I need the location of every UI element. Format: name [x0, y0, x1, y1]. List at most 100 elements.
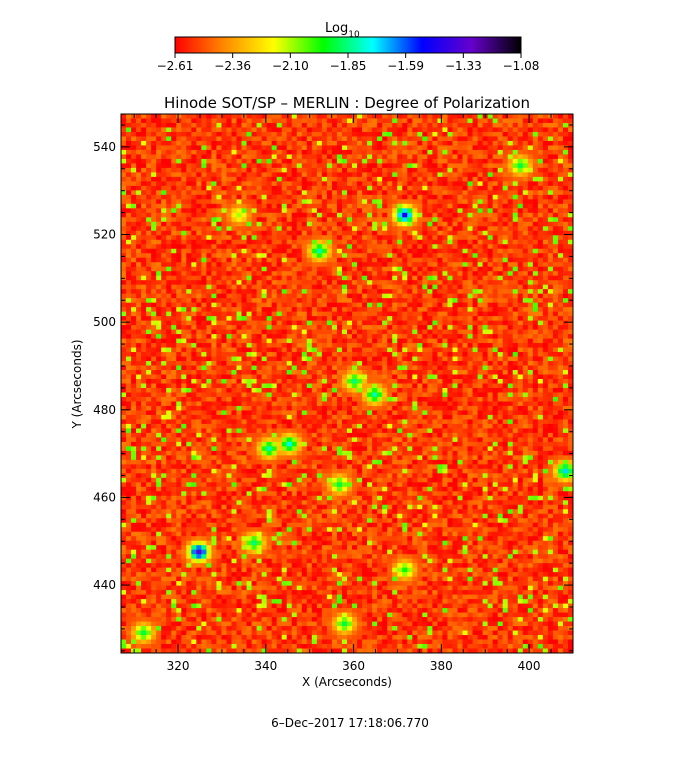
heatmap-cell: [437, 235, 443, 241]
heatmap-cell: [357, 338, 363, 344]
heatmap-cell: [186, 244, 192, 250]
heatmap-cell: [452, 329, 458, 335]
heatmap-cell: [517, 244, 524, 250]
heatmap-cell: [492, 118, 499, 124]
heatmap-cell: [557, 154, 564, 160]
heatmap-cell: [121, 347, 127, 353]
heatmap-cell: [221, 298, 227, 304]
heatmap-cell: [472, 239, 479, 245]
heatmap-cell: [266, 114, 273, 119]
heatmap-cell: [221, 235, 227, 241]
heatmap-cell: [261, 257, 268, 263]
heatmap-cell: [347, 262, 353, 268]
heatmap-cell: [131, 325, 137, 331]
heatmap-cell: [201, 289, 207, 295]
heatmap-cell: [146, 302, 152, 308]
heatmap-cell: [487, 199, 494, 205]
heatmap-cell: [542, 226, 549, 232]
heatmap-cell: [442, 131, 448, 137]
heatmap-cell: [462, 352, 469, 358]
heatmap-cell: [341, 176, 348, 182]
heatmap-cell: [191, 293, 197, 299]
heatmap-cell: [437, 253, 443, 259]
heatmap-cell: [502, 118, 509, 124]
heatmap-cell: [251, 280, 258, 286]
heatmap-cell: [336, 320, 343, 326]
heatmap-cell: [502, 334, 509, 340]
heatmap-cell: [512, 190, 519, 196]
heatmap-cell: [311, 343, 318, 349]
heatmap-cell: [146, 163, 152, 169]
heatmap-cell: [542, 257, 549, 263]
heatmap-cell: [156, 181, 162, 187]
heatmap-cell: [462, 145, 469, 151]
heatmap-cell: [256, 131, 263, 137]
heatmap-cell: [151, 248, 157, 254]
heatmap-cell: [392, 334, 398, 340]
heatmap-cell: [306, 136, 313, 142]
heatmap-cell: [412, 208, 418, 214]
heatmap-cell: [402, 289, 408, 295]
heatmap-cell: [131, 320, 137, 326]
heatmap-cell: [457, 149, 464, 155]
heatmap-cell: [402, 131, 408, 137]
heatmap-cell: [552, 145, 559, 151]
heatmap-cell: [382, 149, 388, 155]
heatmap-cell: [402, 262, 408, 268]
heatmap-cell: [186, 230, 192, 236]
heatmap-cell: [537, 176, 544, 182]
heatmap-cell: [377, 257, 383, 263]
heatmap-cell: [326, 230, 333, 236]
heatmap-cell: [321, 185, 328, 191]
heatmap-cell: [246, 122, 253, 128]
heatmap-cell: [121, 338, 127, 344]
heatmap-cell: [331, 347, 338, 353]
heatmap-cell: [527, 203, 534, 209]
heatmap-cell: [321, 307, 328, 313]
heatmap-cell: [161, 347, 167, 353]
heatmap-cell: [256, 338, 263, 344]
heatmap-cell: [286, 176, 293, 182]
heatmap-cell: [226, 356, 232, 362]
heatmap-cell: [171, 253, 177, 259]
heatmap-cell: [357, 235, 363, 241]
heatmap-cell: [246, 145, 253, 151]
heatmap-cell: [512, 311, 519, 317]
heatmap-cell: [562, 248, 569, 254]
heatmap-cell: [497, 226, 504, 232]
heatmap-cell: [552, 226, 559, 232]
heatmap-cell: [136, 163, 142, 169]
heatmap-cell: [357, 352, 363, 358]
heatmap-cell: [241, 145, 248, 151]
heatmap-cell: [502, 302, 509, 308]
heatmap-cell: [407, 154, 413, 160]
heatmap-cell: [136, 257, 142, 263]
heatmap-cell: [136, 298, 142, 304]
heatmap-cell: [447, 163, 453, 169]
heatmap-cell: [261, 329, 268, 335]
heatmap-cell: [331, 266, 338, 272]
heatmap-cell: [171, 136, 177, 142]
heatmap-cell: [382, 122, 388, 128]
heatmap-cell: [402, 235, 408, 241]
heatmap-cell: [492, 226, 499, 232]
heatmap-cell: [156, 212, 162, 218]
heatmap-cell: [231, 361, 238, 367]
heatmap-cell: [126, 127, 132, 133]
heatmap-cell: [502, 293, 509, 299]
heatmap-cell: [547, 185, 554, 191]
heatmap-cell: [316, 338, 323, 344]
heatmap-cell: [527, 212, 534, 218]
heatmap-cell: [562, 118, 569, 124]
heatmap-cell: [357, 176, 363, 182]
heatmap-cell: [382, 320, 388, 326]
heatmap-cell: [136, 343, 142, 349]
heatmap-cell: [296, 239, 303, 245]
heatmap-cell: [362, 280, 368, 286]
heatmap-cell: [161, 302, 167, 308]
heatmap-cell: [382, 356, 388, 362]
heatmap-cell: [336, 158, 343, 164]
heatmap-cell: [347, 230, 353, 236]
heatmap-cell: [357, 181, 363, 187]
heatmap-cell: [271, 248, 278, 254]
